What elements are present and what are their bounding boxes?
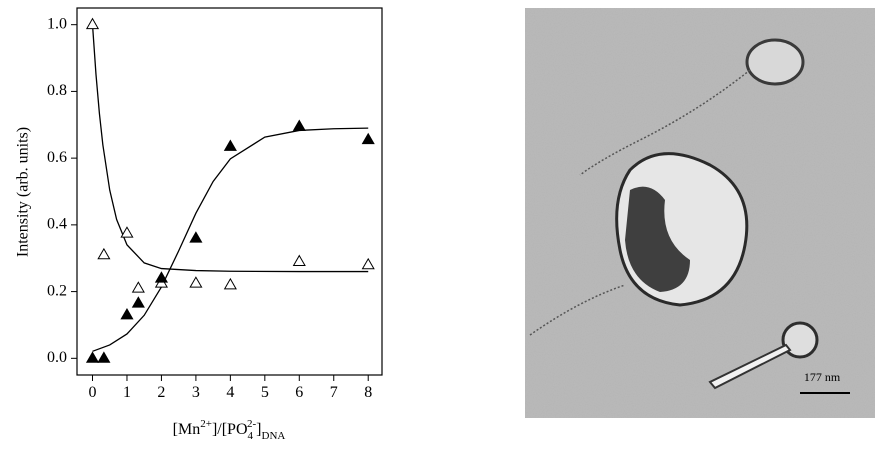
plot-frame — [77, 8, 382, 375]
x-axis-label: [Mn2+]/[PO42-]DNA — [173, 418, 286, 442]
vesicle — [747, 40, 803, 84]
x-tick-label: 3 — [192, 384, 200, 401]
open-triangle-marker — [121, 227, 132, 237]
open-triangle-marker — [294, 256, 305, 266]
x-axis-label-part: [Mn — [173, 421, 201, 438]
y-tick-label: 1.0 — [47, 15, 67, 32]
x-tick-label: 1 — [123, 384, 131, 401]
x-tick-label: 5 — [261, 384, 269, 401]
open-triangle-marker — [98, 249, 109, 259]
micrograph: 177 nm — [525, 8, 875, 418]
page: 177 nm Intensity (arb. units) [Mn2+]/[PO… — [0, 0, 877, 444]
y-tick-label: 0.4 — [47, 216, 67, 233]
x-axis-label-part: ]/[PO — [212, 421, 248, 438]
x-tick-label: 7 — [330, 384, 338, 401]
x-tick-label: 6 — [295, 384, 303, 401]
open-triangle-marker — [225, 279, 236, 289]
open-triangle-marker — [87, 19, 98, 29]
fit-curve — [93, 128, 369, 351]
filled-triangle-marker — [363, 134, 374, 144]
open-triangle-marker — [133, 282, 144, 292]
y-tick-label: 0.6 — [47, 149, 67, 166]
filled-triangle-marker — [294, 120, 305, 130]
x-axis-label-part: 2- — [247, 418, 257, 430]
x-axis-label-part: 4 — [248, 430, 254, 442]
plot: Intensity (arb. units) [Mn2+]/[PO42-]DNA — [15, 8, 382, 442]
x-axis-label-part: 2+ — [200, 418, 212, 430]
y-axis-label: Intensity (arb. units) — [15, 127, 32, 257]
scale-bar-label: 177 nm — [804, 370, 841, 384]
y-tick-label: 0.2 — [47, 282, 67, 299]
open-triangle-marker — [190, 277, 201, 287]
filled-triangle-marker — [121, 309, 132, 319]
filled-triangle-marker — [225, 140, 236, 150]
filled-triangle-marker — [133, 297, 144, 307]
figure: 177 nm Intensity (arb. units) [Mn2+]/[PO… — [0, 0, 877, 444]
x-tick-label: 8 — [364, 384, 372, 401]
open-triangle-marker — [363, 259, 374, 269]
x-tick-label: 4 — [226, 384, 234, 401]
filled-triangle-marker — [87, 352, 98, 362]
x-tick-label: 0 — [89, 384, 97, 401]
y-tick-label: 0.8 — [47, 82, 67, 99]
x-axis-label-part: DNA — [262, 430, 286, 442]
filled-triangle-marker — [190, 232, 201, 242]
y-tick-label: 0.0 — [47, 349, 67, 366]
x-tick-label: 2 — [157, 384, 165, 401]
filled-triangle-marker — [98, 352, 109, 362]
